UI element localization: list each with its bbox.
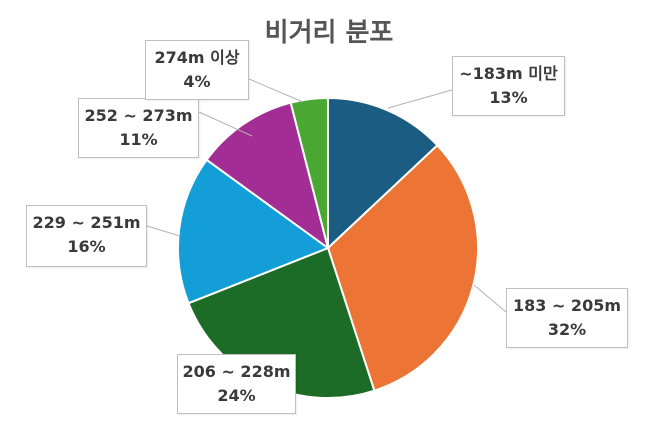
- leader-line-1: [473, 284, 507, 313]
- callout-229-251: 229 ~ 251m 16%: [26, 205, 147, 267]
- callout-252-273: 252 ~ 273m 11%: [78, 98, 199, 158]
- pie-slice-4: [205, 101, 330, 251]
- slice-percent: 13%: [489, 88, 528, 107]
- pie-slice-1: [326, 143, 479, 392]
- pie-slice-0: [327, 96, 439, 251]
- slice-label: ~183m 미만: [459, 64, 558, 83]
- leader-line-3: [146, 225, 181, 237]
- slice-label: 229 ~ 251m: [32, 213, 141, 232]
- slice-percent: 4%: [183, 72, 211, 91]
- slice-label: 252 ~ 273m: [84, 106, 193, 125]
- callout-274-over: 274m 이상 4%: [145, 40, 249, 100]
- slice-percent: 24%: [217, 386, 256, 405]
- pie-slice-5: [289, 96, 329, 249]
- chart-title: 비거리 분포: [264, 18, 394, 48]
- leader-line-4: [198, 111, 253, 137]
- pie-slice-3: [177, 158, 331, 305]
- slice-label: 206 ~ 228m: [182, 362, 291, 381]
- slice-label: 183 ~ 205m: [512, 296, 621, 315]
- leader-line-5: [248, 78, 304, 103]
- slice-percent: 32%: [547, 320, 587, 339]
- slice-label: 274m 이상: [154, 48, 240, 67]
- leader-line-0: [387, 89, 453, 109]
- callout-183-205: 183 ~ 205m 32%: [506, 288, 628, 348]
- slice-percent: 11%: [119, 130, 158, 149]
- callout-206-228: 206 ~ 228m 24%: [177, 354, 296, 414]
- slice-percent: 16%: [67, 237, 106, 256]
- callout-under-183: ~183m 미만 13%: [452, 56, 565, 116]
